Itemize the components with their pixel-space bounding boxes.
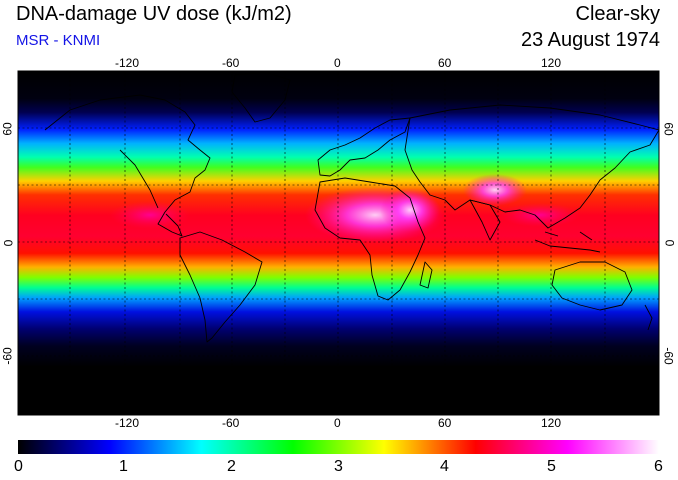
- coastline-africa: [314, 177, 426, 301]
- colorbar-label-3: 3: [334, 458, 343, 475]
- lat-tick-right-2: 0: [662, 239, 677, 247]
- lon-tick-bottom-5: 120: [541, 416, 562, 430]
- lon-tick-top-2: -60: [222, 56, 240, 70]
- colorbar-label-6: 6: [654, 458, 663, 475]
- lon-tick-top-3: 0: [334, 56, 341, 70]
- uv-field: [18, 71, 659, 415]
- coastline-india: [469, 199, 501, 241]
- uv-hotspot-tibet: [463, 174, 527, 206]
- coastlines: [44, 71, 659, 343]
- colorbar: [18, 440, 659, 454]
- lat-tick-left-3: -60: [0, 347, 15, 365]
- lon-tick-top-4: 60: [438, 56, 452, 70]
- lon-tick-top-5: 120: [541, 56, 562, 70]
- uv-hotspot-arabia: [380, 188, 440, 232]
- lat-tick-left-2: 0: [1, 239, 16, 247]
- coastline-north-america: [44, 94, 211, 237]
- colorbar-label-1: 1: [119, 458, 128, 475]
- coastline-south-america: [179, 231, 263, 343]
- coastline-australia: [551, 261, 633, 311]
- lat-tick-left-1: 60: [0, 122, 15, 136]
- uv-hotspot-mexico: [110, 201, 190, 229]
- coastline-greenland: [231, 71, 291, 123]
- lon-tick-bottom-4: 60: [438, 416, 452, 430]
- colorbar-label-0: 0: [14, 458, 23, 475]
- colorbar-label-5: 5: [547, 458, 556, 475]
- lat-tick-right-3: -60: [661, 347, 676, 365]
- lon-tick-bottom-1: -120: [115, 416, 140, 430]
- data-source-label: MSR - KNMI: [16, 32, 101, 49]
- colorbar-label-2: 2: [227, 458, 236, 475]
- map-title: DNA-damage UV dose (kJ/m2): [16, 3, 292, 25]
- sky-condition-label: Clear-sky: [575, 3, 660, 25]
- coastline-madagascar: [419, 261, 433, 289]
- coastline-europe: [317, 117, 411, 177]
- lon-tick-top-1: -120: [115, 56, 140, 70]
- lat-tick-right-1: 60: [661, 122, 676, 136]
- tick-marks: [124, 71, 552, 415]
- graticule: [18, 71, 659, 415]
- lon-tick-bottom-3: 0: [334, 416, 341, 430]
- coastline-asia: [404, 104, 659, 229]
- coastline-indonesia: [534, 231, 601, 253]
- lon-tick-bottom-2: -60: [222, 416, 240, 430]
- date-label: 23 August 1974: [520, 29, 660, 51]
- coastline-new-zealand: [644, 304, 653, 331]
- colorbar-label-4: 4: [440, 458, 449, 475]
- uv-hotspot-himalaya-belt: [500, 203, 580, 227]
